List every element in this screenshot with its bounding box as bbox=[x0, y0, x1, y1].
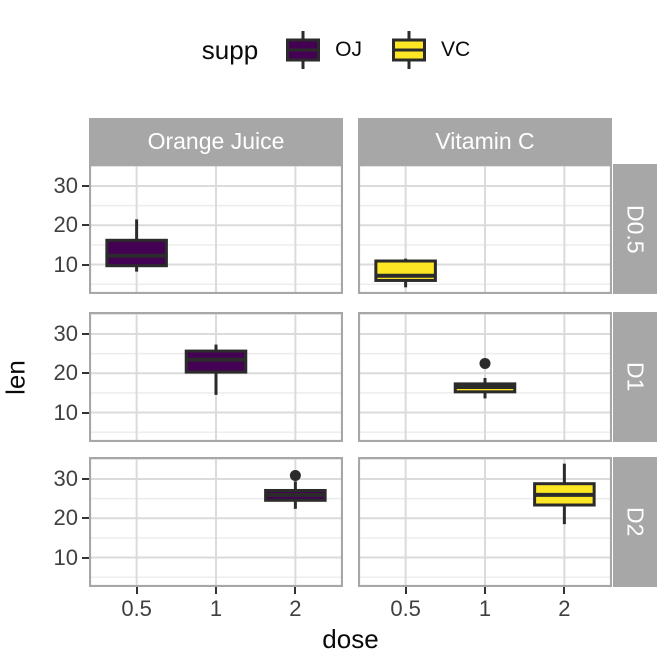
panel-border bbox=[357, 163, 613, 295]
panel-border bbox=[357, 311, 613, 443]
y-tick-mark bbox=[82, 372, 89, 375]
panel-vc-d2 bbox=[357, 456, 613, 588]
legend-key-boxplot-icon bbox=[392, 31, 427, 69]
x-tick-mark bbox=[215, 587, 217, 594]
x-tick-label: 1 bbox=[478, 596, 492, 621]
panel-plot-area bbox=[88, 456, 344, 588]
panel-plot-area bbox=[357, 456, 613, 588]
y-tick-mark bbox=[82, 477, 89, 480]
legend-entry-label: VC bbox=[441, 38, 471, 61]
x-tick-label: 2 bbox=[289, 596, 302, 621]
panel-border bbox=[357, 456, 613, 588]
y-tick-label: 20 bbox=[53, 505, 78, 531]
facet-row-strip-d2: D2 bbox=[613, 457, 657, 587]
panel-plot-area bbox=[357, 311, 613, 443]
legend-title: supp bbox=[201, 34, 259, 65]
y-tick-label: 30 bbox=[53, 320, 78, 346]
y-tick-label: 30 bbox=[53, 465, 78, 491]
panel-border bbox=[88, 163, 344, 295]
y-tick-label: 30 bbox=[53, 172, 78, 198]
legend-entry-oj: OJ bbox=[282, 28, 362, 72]
x-tick-mark bbox=[404, 587, 407, 594]
panel-plot-area bbox=[88, 311, 344, 443]
x-tick-mark bbox=[563, 587, 566, 594]
y-tick-label: 20 bbox=[53, 212, 78, 238]
y-tick-label: 10 bbox=[53, 399, 78, 425]
legend-entry-vc: VC bbox=[388, 28, 470, 72]
panel-plot-area bbox=[88, 163, 344, 295]
facet-row-strip-d0.5: D0.5 bbox=[613, 164, 657, 294]
outlier-point bbox=[479, 357, 491, 369]
facet-row-label: D0.5 bbox=[622, 204, 649, 254]
y-tick-mark bbox=[82, 332, 89, 335]
facet-row-strip-d1: D1 bbox=[613, 312, 657, 442]
y-tick-mark bbox=[82, 411, 89, 414]
x-tick-label: 0.5 bbox=[390, 596, 421, 621]
legend-entry-label: OJ bbox=[335, 38, 363, 61]
x-tick-label: 0.5 bbox=[121, 596, 152, 621]
y-tick-mark bbox=[82, 556, 89, 559]
panel-plot-area bbox=[357, 163, 613, 295]
boxplot-box bbox=[105, 238, 168, 268]
facet-col-strip-orange-juice: Orange Juice bbox=[89, 118, 343, 164]
y-tick-mark bbox=[82, 224, 89, 227]
legend-key-boxplot-icon bbox=[286, 31, 321, 69]
y-tick-mark bbox=[82, 263, 89, 266]
y-tick-mark bbox=[82, 517, 89, 520]
y-tick-label: 10 bbox=[53, 544, 78, 570]
y-tick-label: 10 bbox=[53, 251, 78, 277]
x-tick-label: 2 bbox=[558, 596, 571, 621]
panel-border bbox=[88, 311, 344, 443]
y-axis-title: len bbox=[0, 360, 31, 395]
x-tick-mark bbox=[135, 587, 138, 594]
y-tick-label: 20 bbox=[53, 360, 78, 386]
panel-oj-d1 bbox=[88, 311, 344, 443]
x-tick-mark bbox=[294, 587, 297, 594]
facet-row-label: D2 bbox=[622, 507, 649, 537]
facet-col-label: Orange Juice bbox=[147, 127, 285, 154]
outlier-point bbox=[289, 469, 301, 481]
panel-oj-d0.5 bbox=[88, 163, 344, 295]
panel-vc-d1 bbox=[357, 311, 613, 443]
facet-col-strip-vitamin-c: Vitamin C bbox=[358, 118, 612, 164]
panel-oj-d2 bbox=[88, 456, 344, 588]
facet-row-label: D1 bbox=[622, 362, 649, 392]
legend: supp OJ VC bbox=[0, 24, 672, 76]
x-tick-label: 1 bbox=[209, 596, 223, 621]
panel-vc-d0.5 bbox=[357, 163, 613, 295]
x-tick-mark bbox=[484, 587, 486, 594]
panel-border bbox=[88, 456, 344, 588]
y-tick-mark bbox=[82, 184, 89, 187]
x-axis-title: dose bbox=[322, 624, 379, 654]
facet-col-label: Vitamin C bbox=[435, 127, 535, 154]
